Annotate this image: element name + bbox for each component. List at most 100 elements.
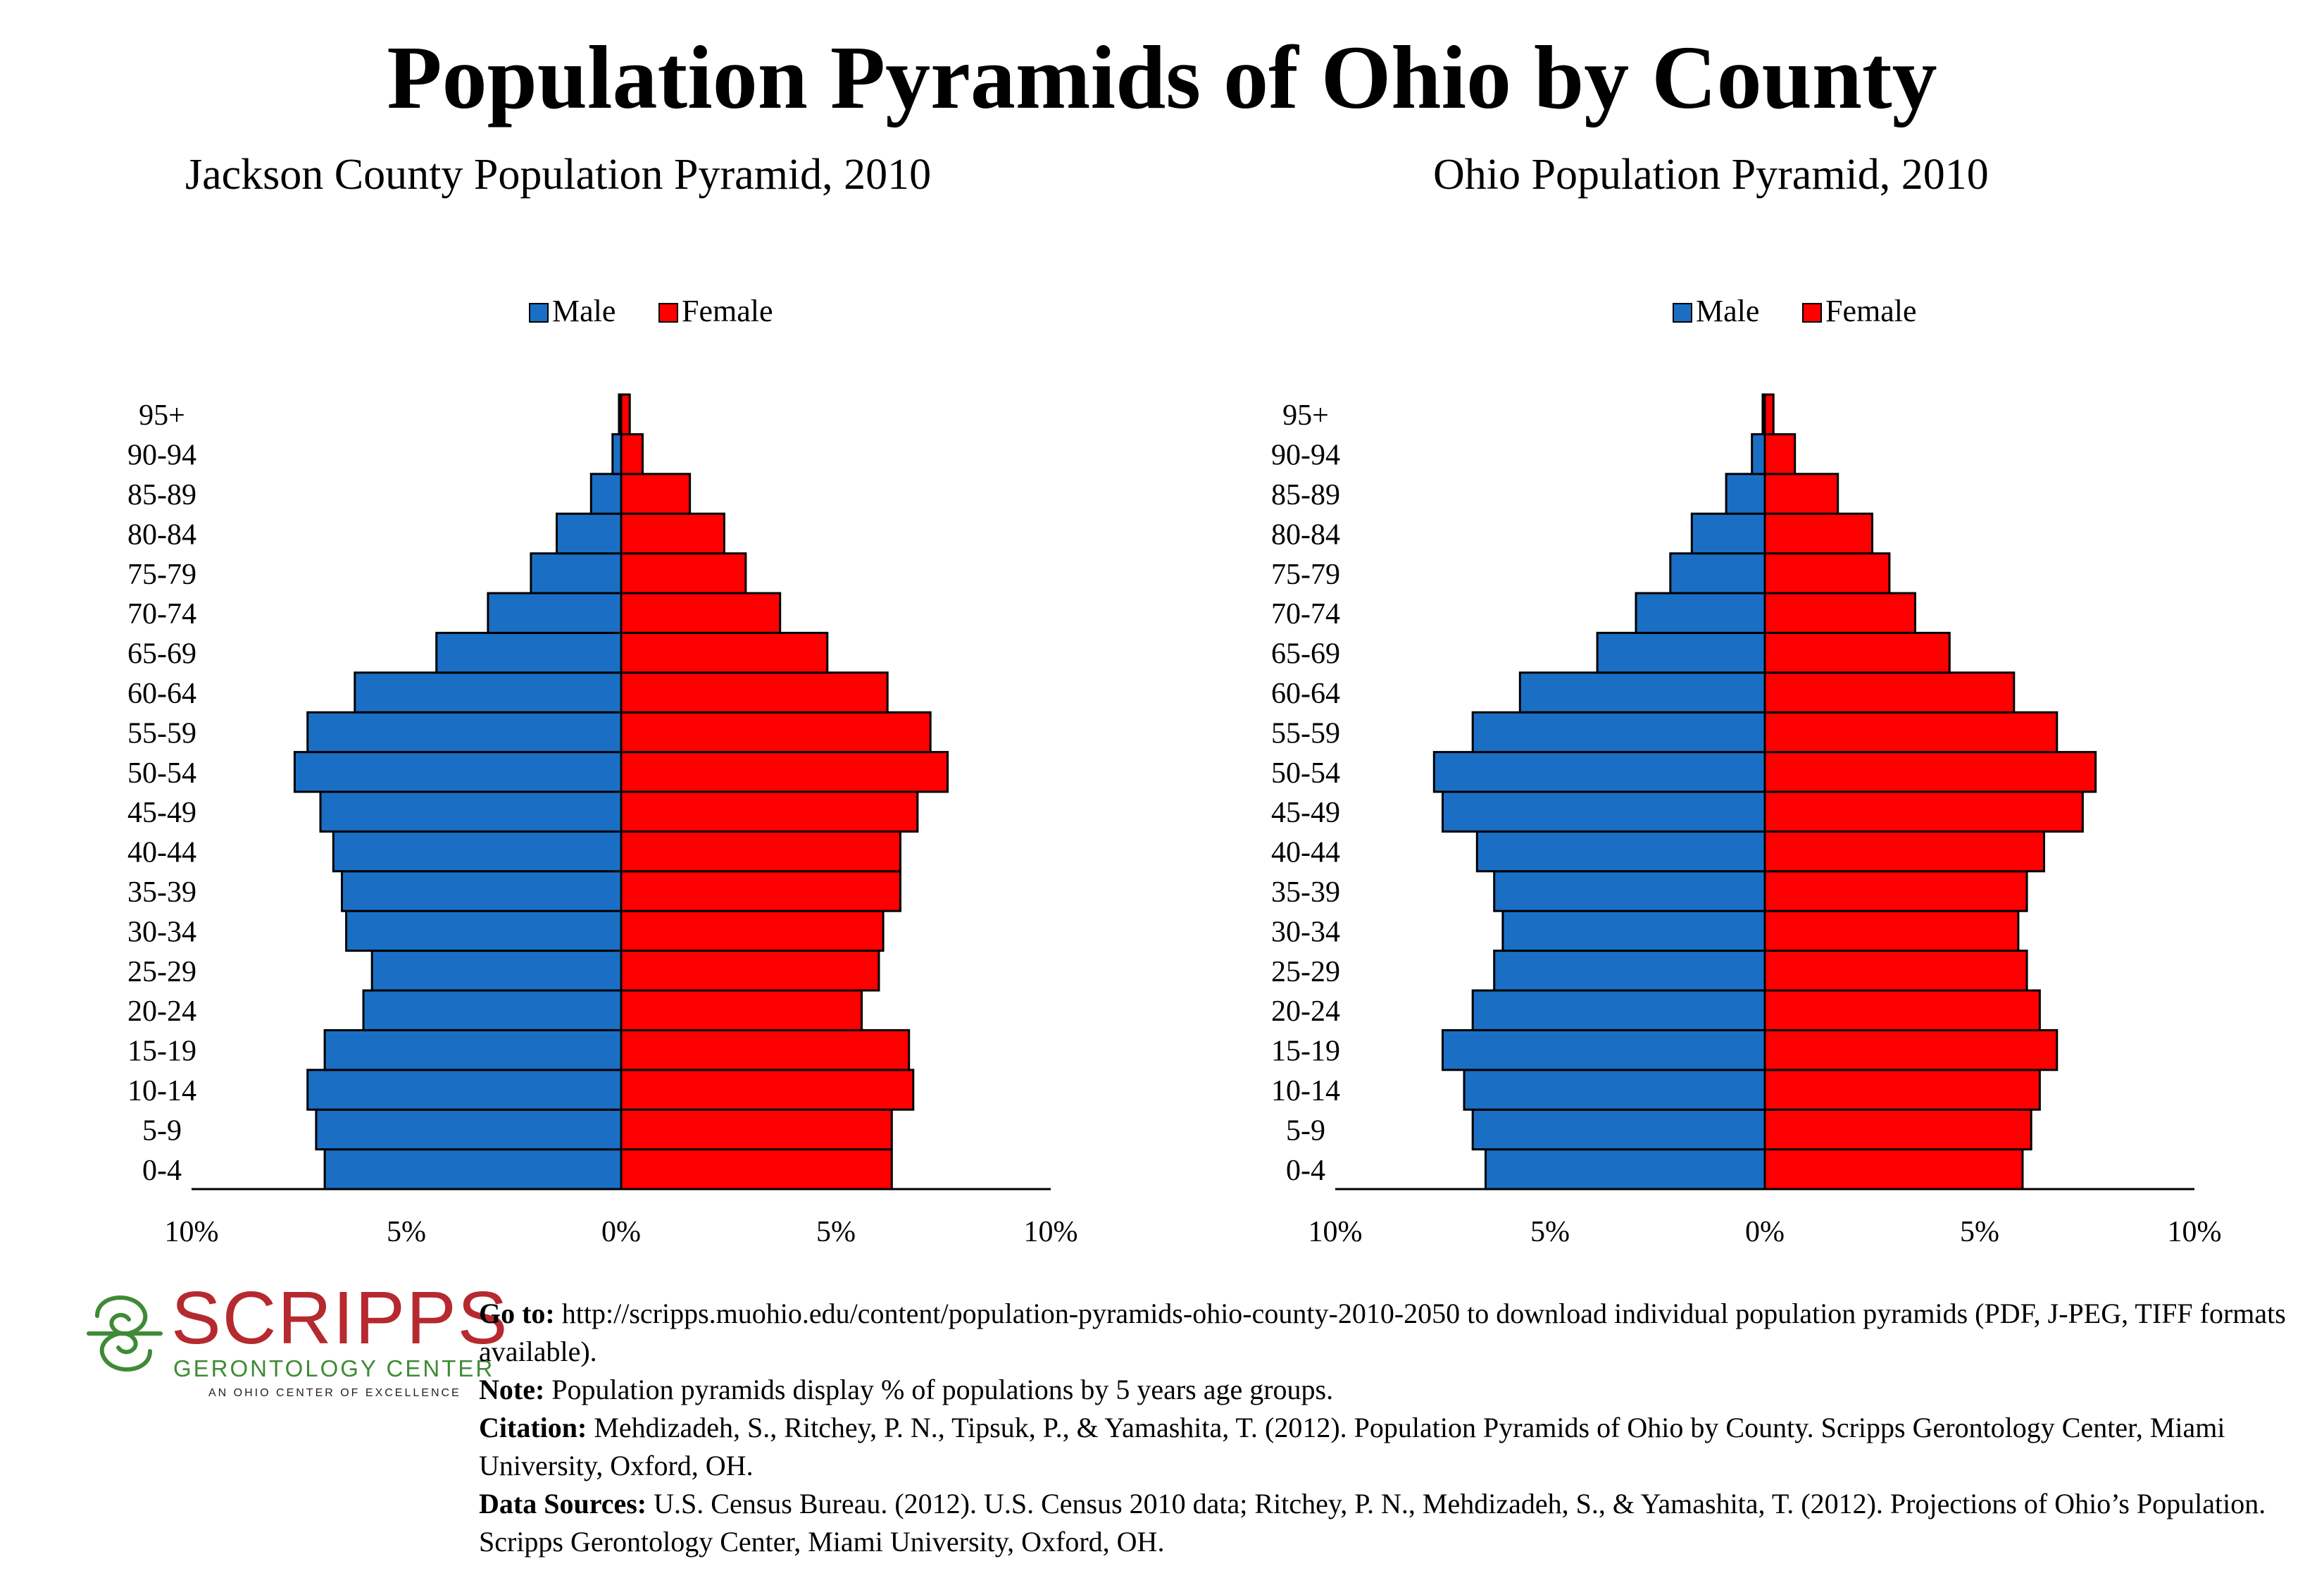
jackson-female-bar	[620, 631, 829, 674]
ohio-legend-female-label: Female	[1825, 294, 1917, 328]
jackson-age-label: 75-79	[127, 559, 196, 591]
ohio-male-bar	[1442, 790, 1766, 833]
citation-note: Citation: Mehdizadeh, S., Ritchey, P. N.…	[479, 1409, 2310, 1485]
logo-subtitle: GERONTOLOGY CENTER	[173, 1355, 495, 1381]
jackson-male-bar	[487, 592, 623, 634]
sources-label: Data Sources:	[479, 1488, 647, 1519]
scripps-swirl-icon	[87, 1295, 163, 1372]
footer-notes: Go to: http://scripps.muohio.edu/content…	[479, 1295, 2310, 1561]
ohio-female-bar	[1763, 433, 1797, 476]
jackson-x-tick-label: 10%	[165, 1216, 219, 1248]
jackson-age-label: 45-49	[127, 797, 196, 829]
jackson-female-bar	[620, 1069, 915, 1111]
jackson-male-bar	[362, 989, 623, 1031]
jackson-age-label: 35-39	[127, 876, 196, 909]
jackson-age-label: 0-4	[142, 1155, 182, 1187]
jackson-male-bar	[306, 1069, 623, 1111]
ohio-chart-title: Ohio Population Pyramid, 2010	[1433, 151, 1989, 199]
jackson-male-bar	[332, 830, 623, 873]
ohio-x-tick-label: 0%	[1745, 1216, 1785, 1248]
ohio-legend-male-label: Male	[1696, 294, 1759, 328]
jackson-age-label: 25-29	[127, 956, 196, 988]
jackson-x-tick-label: 5%	[387, 1216, 426, 1248]
jackson-female-bar	[620, 711, 932, 754]
ohio-age-label: 50-54	[1271, 757, 1340, 790]
ohio-male-bar	[1518, 671, 1766, 714]
sources-text: U.S. Census Bureau. (2012). U.S. Census …	[479, 1488, 2266, 1558]
goto-note: Go to: http://scripps.muohio.edu/content…	[479, 1295, 2310, 1371]
jackson-x-tick-label: 0%	[601, 1216, 641, 1248]
ohio-age-label: 90-94	[1271, 440, 1340, 472]
page-title: Population Pyramids of Ohio by County	[387, 27, 1937, 128]
goto-text: http://scripps.muohio.edu/content/popula…	[479, 1298, 2286, 1367]
ohio-age-label: 95+	[1282, 399, 1329, 432]
ohio-age-label: 10-14	[1271, 1075, 1340, 1107]
ohio-x-tick-label: 10%	[1308, 1216, 1363, 1248]
ohio-age-label: 65-69	[1271, 638, 1340, 671]
jackson-female-bar	[620, 790, 919, 833]
jackson-age-label: 60-64	[127, 678, 196, 710]
ohio-age-label: 45-49	[1271, 797, 1340, 829]
ohio-female-bar	[1763, 711, 2059, 754]
jackson-age-label: 85-89	[127, 479, 196, 511]
jackson-age-label: 65-69	[127, 638, 196, 671]
ohio-x-tick-label: 5%	[1960, 1216, 1999, 1248]
jackson-age-label: 70-74	[127, 598, 196, 630]
ohio-female-bar	[1763, 671, 2016, 714]
ohio-age-label: 20-24	[1271, 995, 1340, 1028]
jackson-age-label: 15-19	[127, 1036, 196, 1068]
ohio-female-bar	[1763, 1148, 2024, 1191]
note-label: Note:	[479, 1374, 545, 1405]
ohio-pyramid-chart: 0-4 5-9 10-14 15-19 20-24 25-29 30-34 35-39 40-4…	[1271, 294, 2222, 1248]
jackson-male-bar	[556, 512, 623, 555]
ohio-male-bar	[1596, 631, 1766, 674]
jackson-age-label: 80-84	[127, 518, 196, 551]
jackson-male-bar	[345, 909, 623, 952]
scripps-logo: SCRIPPS GERONTOLOGY CENTER AN OHIO CENTE…	[83, 1279, 507, 1407]
note-text: Population pyramids display % of populat…	[544, 1374, 1334, 1405]
citation-label: Citation:	[479, 1412, 587, 1443]
ohio-female-bar	[1763, 512, 1873, 555]
logo-wordmark: SCRIPPS	[171, 1276, 509, 1360]
ohio-female-bar	[1763, 393, 1775, 435]
logo-tagline: AN OHIO CENTER OF EXCELLENCE	[208, 1387, 461, 1399]
jackson-female-bar	[620, 950, 880, 992]
ohio-male-bar	[1493, 870, 1766, 912]
ohio-male-bar	[1485, 1148, 1766, 1191]
ohio-male-bar	[1669, 552, 1766, 595]
citation-text: Mehdizadeh, S., Ritchey, P. N., Tipsuk, …	[479, 1412, 2225, 1481]
ohio-female-bar	[1763, 592, 1916, 634]
jackson-age-label: 30-34	[127, 916, 196, 948]
goto-label: Go to:	[479, 1298, 555, 1329]
jackson-legend-male-swatch	[529, 303, 549, 323]
ohio-age-label: 75-79	[1271, 559, 1340, 591]
ohio-female-bar	[1763, 751, 2097, 793]
jackson-pyramid-chart: 0-4 5-9 10-14 15-19 20-24 25-29 30-34 35-39 40-4…	[127, 294, 1078, 1248]
ohio-female-bar	[1763, 1108, 2032, 1151]
jackson-female-bar	[620, 830, 901, 873]
ohio-male-bar	[1725, 473, 1766, 515]
jackson-female-bar	[620, 592, 782, 634]
ohio-age-label: 80-84	[1271, 518, 1340, 551]
ohio-age-label: 5-9	[1286, 1114, 1325, 1147]
ohio-male-bar	[1432, 751, 1766, 793]
ohio-male-bar	[1471, 989, 1766, 1031]
ohio-age-label: 35-39	[1271, 876, 1340, 909]
ohio-male-bar	[1690, 512, 1766, 555]
jackson-x-tick-label: 10%	[1024, 1216, 1078, 1248]
ohio-female-bar	[1763, 1028, 2059, 1071]
ohio-male-bar	[1471, 1108, 1766, 1151]
jackson-male-bar	[589, 473, 623, 515]
sources-note: Data Sources: U.S. Census Bureau. (2012)…	[479, 1485, 2310, 1561]
ohio-male-bar	[1493, 950, 1766, 992]
jackson-age-label: 10-14	[127, 1075, 196, 1107]
ohio-x-tick-label: 10%	[2168, 1216, 2222, 1248]
ohio-age-label: 40-44	[1271, 837, 1340, 869]
ohio-male-bar	[1751, 433, 1766, 476]
jackson-age-label: 20-24	[127, 995, 196, 1028]
ohio-female-bar	[1763, 631, 1951, 674]
jackson-age-label: 90-94	[127, 440, 196, 472]
ohio-female-bar	[1763, 552, 1891, 595]
ohio-male-bar	[1475, 830, 1766, 873]
jackson-legend-female-swatch	[658, 303, 678, 323]
